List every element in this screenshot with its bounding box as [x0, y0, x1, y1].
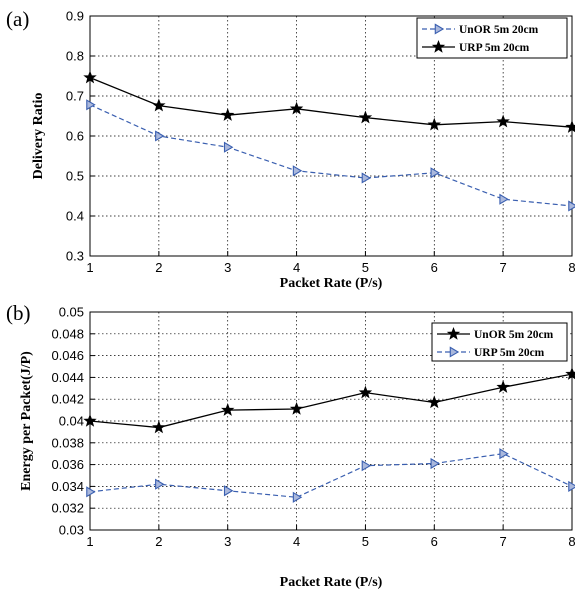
x-tick-label: 3 [224, 534, 231, 549]
data-point [361, 172, 372, 184]
legend-marker [434, 23, 445, 35]
data-point [223, 485, 234, 497]
x-tick-label: 4 [293, 260, 300, 275]
data-point [289, 401, 304, 415]
data-point [430, 167, 440, 179]
y-tick-label: 0.4 [66, 209, 84, 224]
series-line [89, 76, 573, 128]
x-tick-label: 5 [362, 260, 369, 275]
y-tick-label: 0.042 [51, 392, 84, 407]
y-tick-label: 0.5 [66, 169, 84, 184]
x-tick-label: 3 [224, 260, 231, 275]
legend-label: UnOR 5m 20cm [459, 24, 539, 36]
series-line [89, 453, 573, 498]
y-tick-label: 0.038 [51, 435, 84, 450]
data-point [565, 120, 575, 133]
data-point [152, 98, 166, 112]
x-tick-label: 8 [568, 534, 575, 549]
data-point [289, 101, 304, 115]
x-tick-label: 7 [500, 260, 507, 275]
legend-marker [431, 39, 446, 53]
data-point [292, 165, 303, 177]
data-point [83, 70, 97, 84]
x-tick-label: 1 [86, 260, 93, 275]
legend-label: URP 5m 20cm [459, 42, 530, 54]
data-point [292, 491, 303, 503]
data-point [86, 486, 96, 498]
data-point [221, 108, 235, 121]
legend: UnOR 5m 20cm URP 5m 20cm [431, 322, 568, 362]
x-tick-label: 6 [431, 534, 438, 549]
data-point [430, 457, 440, 470]
plot-frame [89, 15, 573, 257]
data-point [427, 117, 441, 131]
data-point [223, 141, 234, 153]
data-point [358, 110, 373, 124]
data-point [155, 130, 165, 142]
chart-panel-b: 1 2 3 4 5 6 7 8 0.03 0.032 0.034 0.036 0.038 0.04 0.04… [6, 301, 575, 590]
data-point [155, 478, 165, 490]
chart-panel-a: 1 2 3 4 5 6 7 8 0.3 0.4 0.5 0.6 0.7 0.8 0.9 UnOR 5m 20c… [6, 7, 575, 291]
y-tick-label: 0.3 [66, 249, 84, 264]
x-tick-label: 2 [155, 260, 162, 275]
x-tick-label: 6 [431, 260, 438, 275]
y-tick-label: 0.9 [66, 9, 84, 24]
y-tick-label: 0.7 [66, 89, 84, 104]
legend-label: URP 5m 20cm [474, 347, 545, 359]
x-axis-label: Packet Rate (P/s) [280, 276, 383, 291]
data-point [358, 385, 373, 399]
x-tick-label: 5 [362, 534, 369, 549]
data-point [86, 99, 96, 111]
y-tick-label: 0.05 [59, 305, 84, 320]
data-point [361, 460, 372, 472]
y-tick-label: 0.03 [59, 523, 84, 538]
y-axis-label: Energy per Packet(J/P) [19, 351, 34, 491]
data-point [496, 380, 510, 393]
x-tick-label: 4 [293, 534, 300, 549]
y-tick-label: 0.04 [59, 414, 84, 429]
series-star [83, 70, 575, 133]
y-tick-label: 0.048 [51, 326, 84, 341]
x-axis-label: Packet Rate (P/s) [280, 575, 383, 590]
panel-label: (b) [6, 301, 31, 325]
panel-label: (a) [6, 7, 29, 31]
x-tick-label: 7 [500, 534, 507, 549]
series-line [89, 104, 573, 207]
data-point [499, 448, 509, 460]
series-triangle [86, 99, 575, 212]
data-point [496, 114, 510, 128]
data-point [152, 420, 166, 434]
legend-label: UnOR 5m 20cm [474, 329, 554, 341]
series-triangle [86, 448, 575, 503]
data-point [83, 413, 97, 427]
x-tick-label: 2 [155, 534, 162, 549]
y-tick-label: 0.036 [51, 457, 84, 472]
legend-marker [446, 326, 461, 340]
series-star [83, 367, 575, 434]
legend-marker [449, 346, 460, 358]
y-tick-label: 0.8 [66, 49, 84, 64]
y-tick-label: 0.034 [51, 479, 84, 494]
x-tick-label: 8 [568, 260, 575, 275]
data-point [568, 200, 575, 212]
y-axis-label: Delivery Ratio [31, 93, 46, 180]
y-tick-label: 0.044 [51, 370, 84, 385]
y-tick-label: 0.032 [51, 501, 84, 516]
legend: UnOR 5m 20cm URP 5m 20cm [416, 17, 568, 59]
data-point [427, 395, 441, 409]
data-point [565, 367, 575, 380]
series-line [89, 373, 573, 429]
data-point [568, 480, 575, 492]
x-tick-label: 1 [86, 534, 93, 549]
y-tick-label: 0.6 [66, 129, 84, 144]
y-tick-label: 0.046 [51, 348, 84, 363]
data-point [221, 403, 235, 416]
data-point [499, 193, 509, 205]
